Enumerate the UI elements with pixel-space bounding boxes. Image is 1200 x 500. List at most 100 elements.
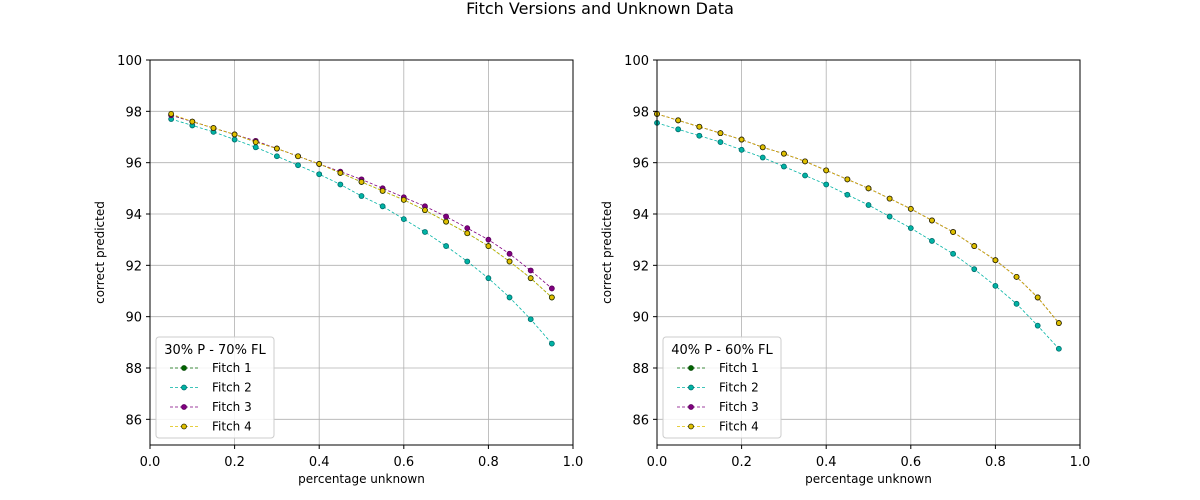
- data-point: [422, 229, 428, 235]
- data-point: [781, 163, 787, 170]
- data-point: [823, 167, 830, 174]
- x-tick-label: 0.0: [647, 455, 668, 470]
- chart-panel-2: 0.0 0.2 0.4 0.6 0.8 1.0 86 88 90 92 94 96 98 100 perce…: [600, 54, 1090, 486]
- series-line: [656, 113, 1060, 324]
- legend-label: Fitch 3: [719, 400, 759, 414]
- legend-marker: [181, 384, 187, 391]
- y-tick-label: 86: [125, 413, 142, 428]
- data-point: [717, 130, 724, 137]
- legend-marker: [181, 423, 187, 430]
- data-point: [675, 117, 682, 124]
- x-tick-label: 1.0: [563, 455, 584, 470]
- data-point: [337, 170, 344, 176]
- data-point: [422, 207, 428, 214]
- data-point: [358, 193, 365, 199]
- series-fitch-2: [168, 116, 555, 347]
- data-point: [886, 213, 893, 220]
- legend-title: 30% P - 70% FL: [164, 343, 266, 358]
- x-tick-label: 0.8: [985, 455, 1006, 470]
- y-axis-label: correct predicted: [93, 201, 107, 304]
- series-fitch-3: [654, 111, 1062, 326]
- data-point: [823, 181, 830, 188]
- legend-label: Fitch 1: [719, 361, 759, 375]
- y-tick-label: 98: [632, 105, 649, 120]
- data-point: [865, 185, 872, 192]
- data-point: [168, 111, 175, 117]
- legend-box: [155, 336, 275, 439]
- series-fitch-1: [168, 112, 555, 301]
- data-point: [337, 181, 344, 188]
- data-point: [252, 139, 259, 146]
- y-tick-label: 88: [632, 362, 649, 377]
- data-point: [443, 213, 450, 220]
- legend-title: 40% P - 60% FL: [671, 343, 773, 358]
- legend-label: Fitch 2: [212, 381, 252, 395]
- series-fitch-4: [168, 111, 555, 301]
- data-point: [548, 340, 555, 347]
- x-tick-label: 0.2: [731, 455, 752, 470]
- data-point: [506, 294, 513, 301]
- y-tick-label: 88: [125, 362, 142, 377]
- data-point: [1034, 322, 1041, 329]
- data-point: [844, 191, 851, 198]
- data-point: [759, 154, 766, 161]
- y-tick-label: 96: [632, 157, 649, 172]
- series-line: [656, 113, 1060, 324]
- y-tick-label: 98: [125, 105, 142, 120]
- legend-marker: [181, 404, 187, 410]
- data-point: [929, 217, 935, 224]
- chart-panel-1: 0.0 0.2 0.4 0.6 0.8 1.0 86 88 90 92 94 96 98 100 perce…: [93, 54, 583, 486]
- legend-marker: [181, 365, 187, 371]
- data-point: [464, 225, 471, 232]
- x-tick-label: 0.6: [900, 455, 921, 470]
- data-point: [400, 216, 407, 223]
- data-point: [907, 205, 914, 212]
- data-point: [295, 153, 301, 160]
- x-tick-label: 0.4: [309, 455, 330, 470]
- data-point: [379, 203, 386, 210]
- data-point: [316, 171, 323, 178]
- legend-label: Fitch 2: [719, 381, 759, 395]
- data-point: [273, 153, 280, 160]
- data-point: [295, 162, 301, 169]
- data-point: [992, 257, 999, 264]
- y-tick-label: 86: [632, 413, 649, 428]
- series-fitch-1: [654, 111, 1062, 326]
- data-point: [548, 294, 555, 301]
- data-point: [717, 139, 724, 146]
- data-point: [231, 131, 238, 138]
- y-tick-label: 92: [125, 259, 142, 274]
- x-tick-label: 0.4: [816, 455, 837, 470]
- data-point: [400, 196, 407, 203]
- legend-marker: [688, 404, 694, 410]
- y-tick-label: 90: [125, 311, 142, 326]
- legend: 40% P - 60% FL Fitch 1 Fitch 2 Fitch 3 Fitch…: [662, 336, 782, 439]
- x-tick-label: 0.0: [140, 455, 161, 470]
- legend-label: Fitch 1: [212, 361, 252, 375]
- data-point: [865, 202, 872, 208]
- y-tick-label: 94: [125, 208, 142, 223]
- data-point: [802, 172, 808, 179]
- legend-label: Fitch 4: [212, 420, 252, 434]
- data-point: [506, 250, 513, 257]
- legend: 30% P - 70% FL Fitch 1 Fitch 2 Fitch 3 Fitch…: [155, 336, 275, 439]
- data-point: [907, 225, 914, 232]
- legend-label: Fitch 3: [212, 400, 252, 414]
- series-line: [656, 122, 1060, 350]
- data-point: [738, 136, 745, 143]
- data-point: [485, 236, 492, 243]
- data-point: [802, 158, 808, 165]
- data-point: [379, 187, 386, 194]
- x-axis-label: percentage unknown: [805, 472, 932, 486]
- y-tick-label: 92: [632, 259, 649, 274]
- data-point: [443, 243, 450, 249]
- data-point: [1055, 320, 1062, 326]
- x-tick-label: 0.2: [224, 455, 245, 470]
- series-fitch-3: [168, 112, 555, 292]
- data-point: [273, 145, 280, 152]
- y-tick-label: 96: [125, 157, 142, 172]
- data-point: [929, 238, 935, 244]
- data-point: [464, 230, 471, 237]
- data-point: [696, 123, 703, 130]
- data-point: [950, 250, 956, 257]
